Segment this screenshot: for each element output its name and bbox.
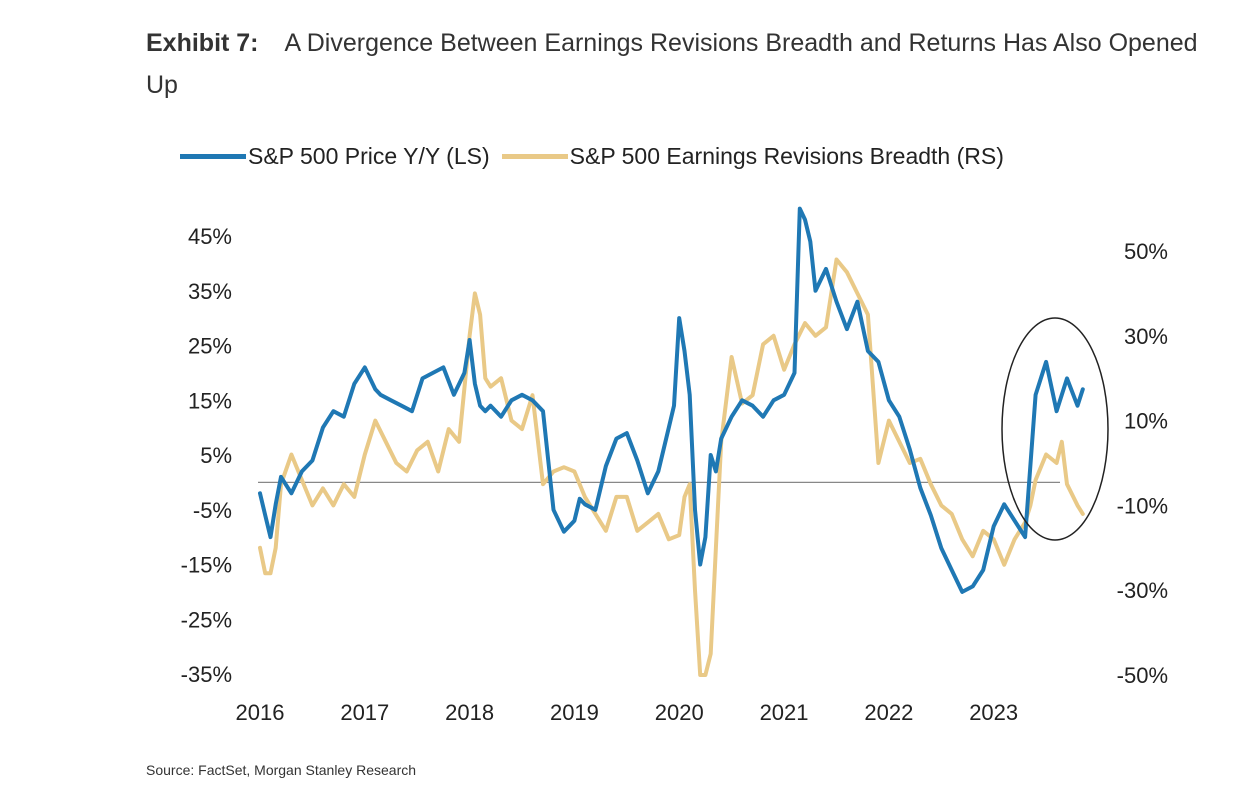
y-left-tick-label: -25% [181, 607, 232, 632]
x-tick-label: 2021 [760, 700, 809, 725]
y-left-tick-label: 25% [188, 334, 232, 359]
legend-item-revisions: S&P 500 Earnings Revisions Breadth (RS) [501, 142, 1004, 170]
series-line-price [258, 206, 1085, 594]
y-left-tick-label: -15% [181, 553, 232, 578]
x-tick-label: 2018 [445, 700, 494, 725]
legend-swatch-revisions [501, 153, 568, 159]
y-right-tick-label: 10% [1124, 409, 1168, 434]
y-left-tick-label: 5% [200, 443, 232, 468]
annotation-ellipse [1001, 317, 1109, 541]
chart-legend: S&P 500 Price Y/Y (LS) S&P 500 Earnings … [180, 141, 1016, 171]
legend-label-price: S&P 500 Price Y/Y (LS) [248, 142, 490, 169]
x-tick-label: 2016 [236, 700, 285, 725]
legend-label-revisions: S&P 500 Earnings Revisions Breadth (RS) [569, 142, 1004, 169]
y-right-tick-label: -10% [1117, 493, 1168, 518]
y-left-tick-label: -35% [181, 662, 232, 687]
x-tick-label: 2022 [864, 700, 913, 725]
x-tick-label: 2023 [969, 700, 1018, 725]
y-left-tick-label: 35% [188, 279, 232, 304]
source-note: Source: FactSet, Morgan Stanley Research [146, 762, 417, 778]
legend-item-price: S&P 500 Price Y/Y (LS) [180, 143, 490, 170]
x-tick-label: 2020 [655, 700, 704, 725]
y-left-tick-label: 45% [188, 224, 232, 249]
series-line-revisions [258, 257, 1085, 677]
y-right-tick-label: -50% [1117, 663, 1168, 688]
y-left-tick-label: 15% [188, 388, 232, 413]
title-text: A Divergence Between Earnings Revisions … [146, 29, 1198, 99]
x-tick-label: 2017 [340, 700, 389, 725]
y-left-tick-label: -5% [193, 498, 232, 523]
y-right-tick-label: 50% [1124, 239, 1168, 264]
y-right-tick-label: -30% [1117, 578, 1168, 603]
chart-title: Exhibit 7: A Divergence Between Earnings … [146, 22, 1206, 106]
y-right-tick-label: 30% [1124, 324, 1168, 349]
legend-swatch-price [180, 153, 246, 159]
exhibit-label: Exhibit 7: [146, 29, 259, 57]
x-tick-label: 2019 [550, 700, 599, 725]
